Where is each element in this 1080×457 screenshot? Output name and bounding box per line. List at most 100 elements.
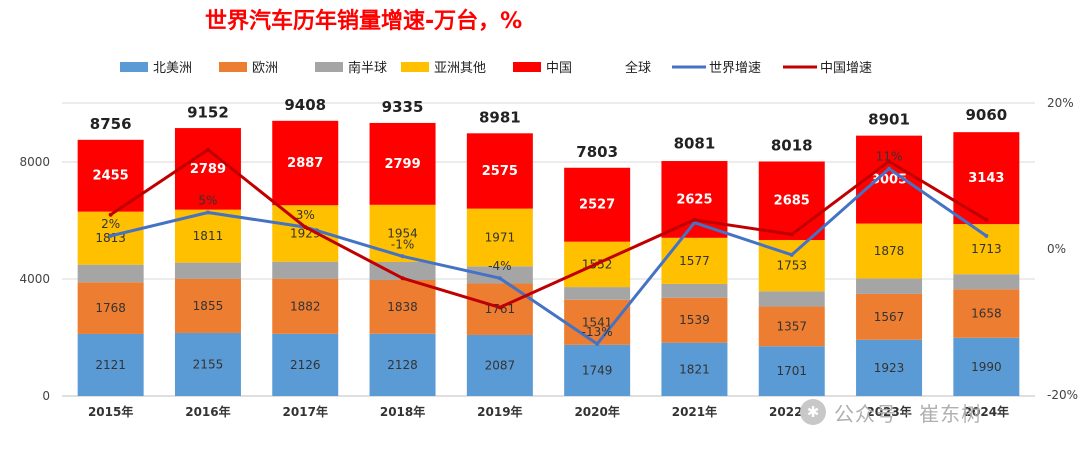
total-label-1: 8756: [90, 115, 132, 133]
line-2-point-4: [400, 276, 405, 281]
line-1-point-4: [400, 254, 405, 259]
data-label-1-9: 1923: [874, 361, 905, 375]
growth-label-3: 3%: [296, 208, 315, 222]
bar-2-7: [661, 297, 728, 343]
line-1-point-8: [789, 252, 794, 257]
x-tick-5: 2019年: [477, 404, 522, 419]
bar-1-1: [77, 333, 144, 396]
line-1-point-1: [108, 233, 113, 238]
data-label-4-5: 1971: [485, 230, 516, 244]
bar-2-2: [174, 278, 241, 333]
bar-3-2: [174, 262, 241, 279]
bar-3-7: [661, 283, 728, 298]
bar-2-8: [758, 306, 825, 347]
data-label-1-5: 2087: [485, 358, 516, 372]
bar-3-8: [758, 291, 825, 307]
total-label-5: 8981: [479, 108, 521, 126]
growth-label-1: 2%: [101, 217, 120, 231]
data-label-4-9: 1878: [874, 244, 905, 258]
growth-label-4: -1%: [391, 237, 414, 251]
line-1-point-2: [205, 210, 210, 215]
bar-1-8: [758, 346, 825, 396]
bar-2-6: [564, 299, 631, 345]
bar-1-9: [856, 339, 923, 396]
data-label-1-6: 1749: [582, 363, 613, 377]
legend-label-4: 亚洲其他: [434, 61, 486, 76]
bar-2-3: [272, 278, 339, 334]
y-right-tick-1: -20%: [1047, 388, 1078, 402]
data-label-2-4: 1838: [387, 300, 418, 314]
line-2-point-9: [887, 159, 892, 164]
bar-5-5: [466, 133, 533, 209]
legend-swatch-3: [315, 62, 343, 72]
legend-label-7: 世界增速: [709, 61, 761, 76]
total-label-4: 9335: [382, 98, 424, 116]
bar-2-1: [77, 282, 144, 334]
chart-title: 世界汽车历年销量增速-万台，%: [205, 8, 522, 34]
line-2-point-2: [205, 147, 210, 152]
bar-5-4: [369, 122, 436, 205]
bar-3-9: [856, 278, 923, 294]
legend-swatch-1: [120, 62, 148, 72]
watermark: ✱ 公众号 · 崔东树: [800, 392, 1060, 432]
bar-1-3: [272, 333, 339, 396]
x-tick-9: 2023年: [866, 404, 911, 419]
bar-3-5: [466, 266, 533, 284]
legend-label-5: 中国: [546, 61, 572, 76]
data-label-5-10: 3143: [968, 171, 1004, 186]
x-tick-1: 2015年: [88, 404, 133, 419]
bar-1-4: [369, 333, 436, 396]
data-label-2-6: 1541: [582, 315, 613, 329]
legend-swatch-2: [219, 62, 247, 72]
data-label-1-2: 2155: [193, 357, 224, 371]
y-left-tick-3: 8000: [19, 155, 50, 169]
total-label-3: 9408: [284, 96, 326, 114]
data-label-4-2: 1811: [193, 229, 224, 243]
total-label-6: 7803: [576, 143, 618, 161]
data-label-4-8: 1753: [776, 259, 807, 273]
x-tick-3: 2017年: [283, 404, 328, 419]
total-label-10: 9060: [965, 106, 1007, 124]
y-left-tick-1: 0: [42, 389, 50, 403]
bar-5-10: [953, 132, 1020, 225]
bar-3-4: [369, 261, 436, 280]
total-label-8: 8018: [771, 136, 813, 154]
line-2-point-10: [984, 217, 989, 222]
bar-1-6: [564, 344, 631, 396]
line-1-point-5: [497, 276, 502, 281]
x-tick-10: 2024年: [964, 404, 1009, 419]
watermark-text: 公众号 · 崔东树: [834, 401, 983, 426]
legend-label-6: 全球: [625, 60, 651, 76]
bar-5-8: [758, 161, 825, 241]
y-left-tick-2: 4000: [19, 272, 50, 286]
line-1-point-10: [984, 233, 989, 238]
data-label-4-7: 1577: [679, 254, 710, 268]
data-label-1-4: 2128: [387, 358, 418, 372]
growth-label-6: -13%: [582, 325, 613, 339]
bar-1-7: [661, 342, 728, 396]
data-label-5-6: 2527: [579, 198, 615, 213]
x-tick-7: 2021年: [672, 404, 717, 419]
data-label-1-8: 1701: [776, 364, 807, 378]
bar-4-1: [77, 211, 144, 265]
total-label-7: 8081: [674, 135, 716, 153]
data-label-2-3: 1882: [290, 299, 321, 313]
data-label-1-7: 1821: [679, 362, 710, 376]
legend-label-3: 南半球: [348, 60, 387, 76]
bar-2-4: [369, 279, 436, 334]
legend-label-1: 北美洲: [153, 61, 192, 76]
x-tick-2: 2016年: [185, 404, 230, 419]
line-2-point-3: [303, 225, 308, 230]
total-label-9: 8901: [868, 111, 910, 129]
bar-5-6: [564, 167, 631, 242]
x-tick-4: 2018年: [380, 404, 425, 419]
bar-4-7: [661, 237, 728, 284]
bar-4-5: [466, 208, 533, 267]
data-label-5-1: 2455: [93, 169, 129, 184]
data-label-2-8: 1357: [776, 319, 807, 333]
legend-swatch-5: [513, 62, 541, 72]
growth-label-7: 11%: [876, 150, 903, 164]
line-2-point-5: [497, 305, 502, 310]
bar-2-10: [953, 289, 1020, 338]
